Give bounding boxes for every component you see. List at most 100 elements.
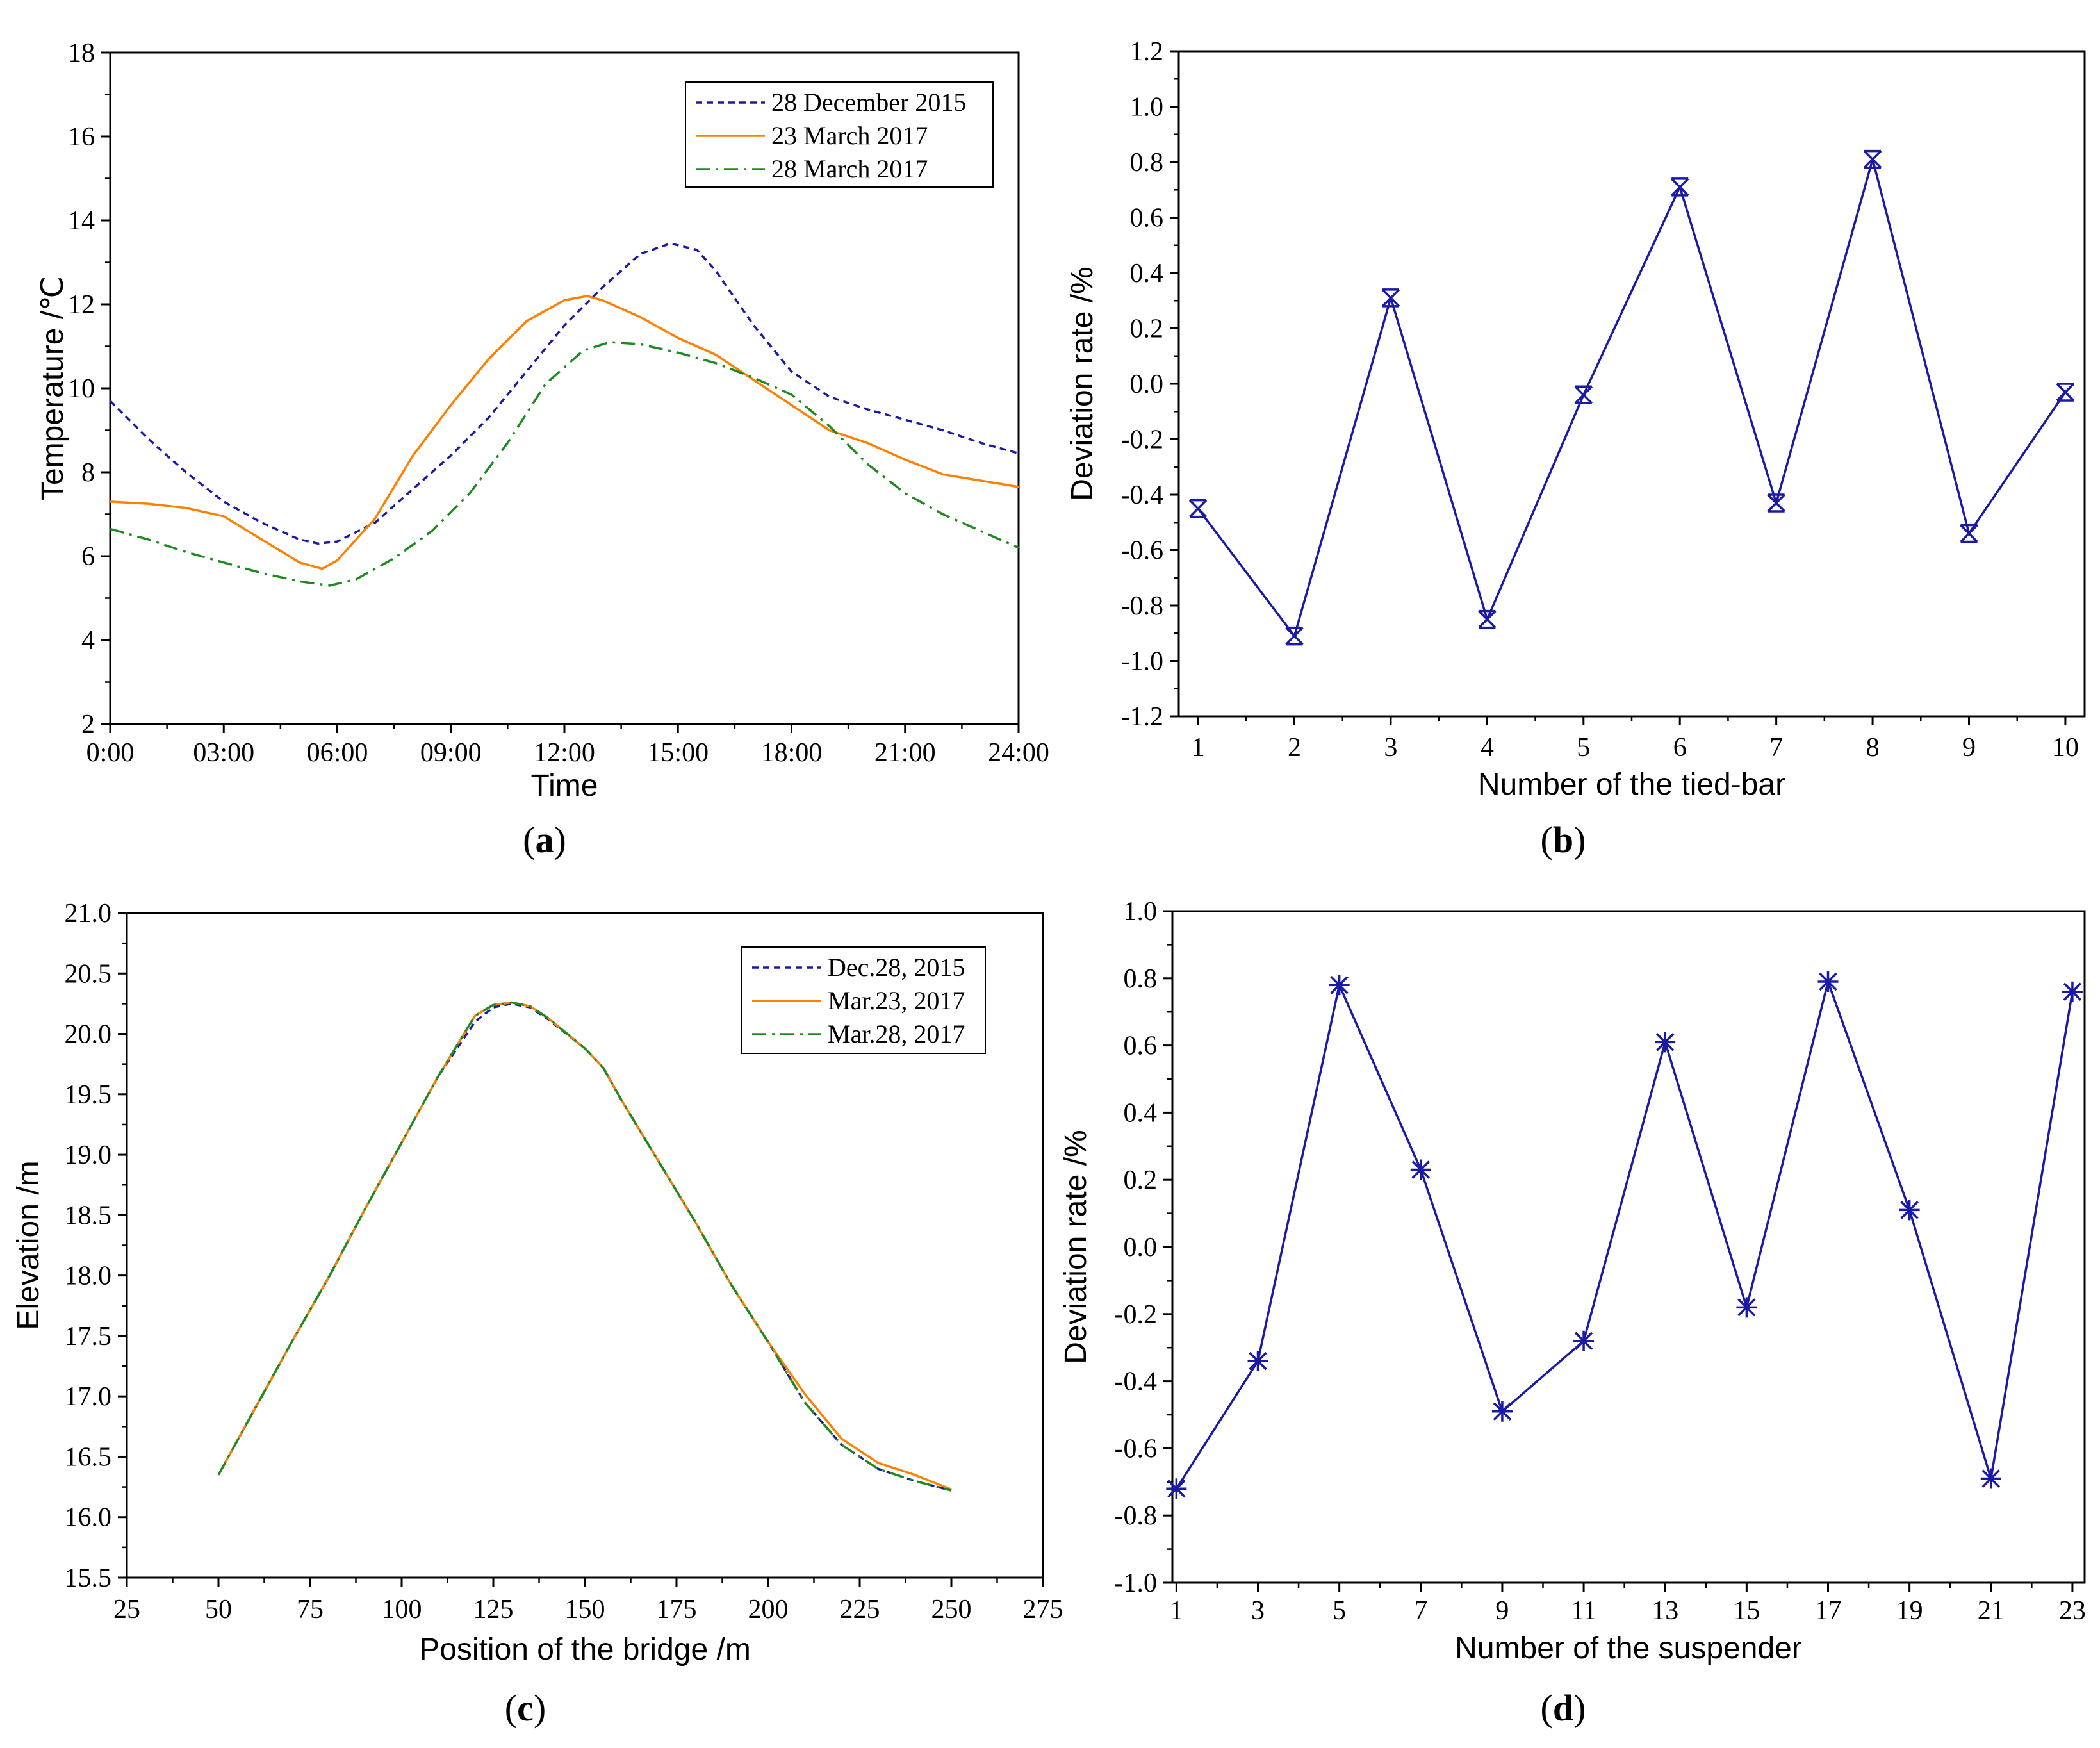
data-point (1478, 609, 1497, 629)
data-point (1817, 971, 1839, 993)
series-line (110, 295, 1019, 570)
y-tick-label: 1.2 (1130, 37, 1164, 67)
data-point (1247, 1351, 1268, 1372)
chart-b: 1 2 3 4 5 6 7 8 9 10 -1.2 -1.0 -0.8 -0.6 -0.4 -0.2 0.0 0.… (1065, 37, 2086, 861)
x-tick-label: 19 (1896, 1596, 1923, 1626)
x-tick-label: 275 (1023, 1595, 1063, 1624)
x-tick-label: 150 (565, 1595, 605, 1624)
data-point (1736, 1297, 1757, 1318)
x-tick-label: 23 (2059, 1596, 2086, 1626)
y-tick-label: -0.2 (1121, 425, 1164, 455)
x-tick-label: 5 (1577, 733, 1590, 763)
series-line (217, 1001, 952, 1492)
caption-letter: c (517, 1687, 534, 1729)
x-tick-label: 9 (1962, 733, 1976, 763)
marker-asterisk (1655, 1032, 1676, 1053)
y-tick-label: -0.6 (1115, 1434, 1158, 1464)
marker-asterisk (1166, 1478, 1187, 1499)
marker-asterisk (1247, 1351, 1268, 1372)
series-line (109, 242, 1019, 545)
legend-label: 28 March 2017 (771, 154, 928, 183)
chart-c: 25 50 75 100 125 150 175 200 225 250 275 15.5 16.0 16… (12, 899, 1063, 1729)
y-tick-label: 20.0 (65, 1020, 112, 1050)
plot-frame (1171, 910, 2086, 1584)
x-tick-label: 200 (748, 1595, 789, 1624)
x-tick-label: 15:00 (647, 738, 709, 768)
legend-label: 23 March 2017 (771, 121, 928, 150)
x-axis-title: Position of the bridge /m (419, 1633, 751, 1667)
data-point (1573, 1330, 1595, 1351)
x-tick-label: 5 (1333, 1596, 1346, 1626)
marker-x-box (1670, 177, 1689, 197)
marker-asterisk (1980, 1468, 2001, 1489)
caption-paren-open: ( (1541, 1687, 1553, 1729)
x-tick-label: 12:00 (534, 738, 595, 768)
y-tick-label: 0.6 (1130, 204, 1164, 233)
y-tick-label: 18.0 (65, 1262, 112, 1291)
caption-letter: b (1553, 819, 1573, 861)
data-point (1329, 975, 1350, 996)
x-tick-label: 2 (1288, 733, 1301, 763)
x-tick-label: 100 (382, 1595, 422, 1624)
y-tick-label: -0.4 (1121, 481, 1164, 510)
y-tick-label: 0.0 (1130, 370, 1164, 399)
x-tick-label: 21 (1978, 1596, 2005, 1626)
y-tick-label: 10 (68, 374, 95, 404)
marker-x-box (1767, 493, 1785, 513)
y-tick-label: -0.6 (1121, 536, 1164, 566)
marker-x-box (1478, 609, 1497, 629)
marker-x-box (2056, 383, 2075, 402)
y-tick-label: -1.0 (1115, 1569, 1158, 1598)
x-tick-label: 175 (657, 1595, 697, 1624)
y-tick-label: 16 (68, 122, 95, 152)
x-tick-label: 21:00 (874, 738, 936, 768)
y-tick-label: -0.4 (1115, 1367, 1158, 1397)
legend: Dec.28, 2015 Mar.23, 2017 Mar.28, 2017 (741, 946, 986, 1054)
caption-paren-close: ) (1573, 1687, 1586, 1729)
marker-x-box (1285, 626, 1304, 646)
marker-asterisk (1491, 1401, 1513, 1422)
data-point (1960, 524, 1978, 543)
y-tick-label: 0.6 (1124, 1032, 1158, 1061)
caption-letter: a (536, 819, 554, 861)
data-point (1188, 499, 1208, 518)
series-line (1175, 980, 2074, 1490)
y-tick-label: -0.2 (1115, 1300, 1158, 1330)
marker-asterisk (2062, 981, 2083, 1002)
y-tick-label: -0.8 (1115, 1501, 1158, 1531)
marker-x-box (1381, 288, 1400, 308)
legend-label: Mar.23, 2017 (828, 986, 965, 1015)
x-tick-label: 7 (1769, 733, 1783, 763)
series-line (1197, 158, 2067, 638)
y-tick-label: 0.0 (1124, 1233, 1158, 1262)
y-tick-label: 18 (68, 38, 95, 68)
y-tick-label: 0.4 (1130, 259, 1164, 288)
y-axis-title: Deviation rate /% (1059, 1130, 1093, 1364)
x-tick-label: 1 (1170, 1596, 1183, 1626)
marker-asterisk (1329, 975, 1350, 996)
x-tick-label: 10 (2052, 733, 2079, 763)
panel-caption: (c) (505, 1687, 546, 1729)
x-tick-label: 3 (1251, 1596, 1265, 1626)
x-tick-label: 250 (931, 1595, 972, 1624)
y-tick-label: -1.2 (1121, 702, 1164, 732)
marker-x-box (1574, 385, 1593, 405)
y-axis-title: Temperature /℃ (36, 276, 70, 500)
data-point (1166, 1478, 1187, 1499)
x-tick-label: 18:00 (761, 738, 823, 768)
data-point (1491, 1401, 1513, 1422)
y-axis-title: Deviation rate /% (1065, 267, 1099, 501)
x-axis-title: Time (531, 769, 598, 803)
x-tick-label: 03:00 (193, 738, 254, 768)
legend-label: Mar.28, 2017 (828, 1019, 965, 1048)
y-tick-label: 0.2 (1130, 315, 1164, 344)
marker-x-box (1188, 499, 1208, 518)
y-tick-label: 20.5 (65, 959, 112, 989)
x-tick-label: 15 (1733, 1596, 1760, 1626)
x-tick-label: 9 (1495, 1596, 1509, 1626)
y-tick-label: 0.8 (1130, 148, 1164, 177)
x-tick-label: 11 (1571, 1596, 1596, 1626)
x-tick-label: 75 (297, 1595, 324, 1624)
x-tick-label: 17 (1815, 1596, 1842, 1626)
